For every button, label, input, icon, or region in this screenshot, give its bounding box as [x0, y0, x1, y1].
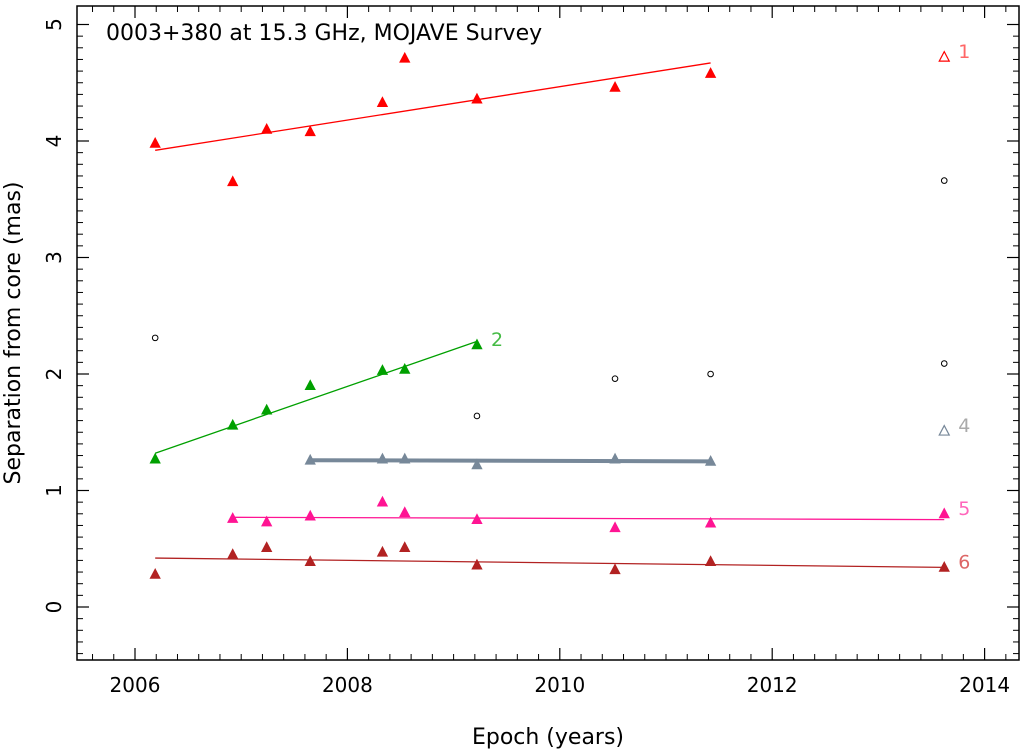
series-2-point — [399, 362, 411, 374]
unassigned-point — [940, 360, 948, 367]
series-5-point — [261, 515, 273, 527]
unassigned-point — [151, 334, 159, 342]
x-tick-label: 2014 — [959, 673, 1010, 697]
series-1-point — [227, 175, 239, 187]
series-6-point — [149, 568, 161, 579]
series-labels: 1 2 4 5 6 — [491, 41, 970, 573]
series-4-point — [704, 455, 717, 466]
fit-line-6 — [155, 557, 945, 569]
series-6-point — [938, 561, 950, 572]
series-1-point — [261, 122, 273, 134]
y-tick-label: 3 — [42, 251, 66, 264]
fit-line-2 — [154, 340, 478, 454]
series-6-point — [399, 541, 411, 552]
series-6-point — [304, 555, 316, 566]
series-5-point — [304, 509, 316, 521]
y-tick-label: 0 — [42, 601, 66, 614]
series-2-point — [261, 403, 273, 415]
series-label-1: 1 — [958, 41, 970, 63]
series-5-point — [471, 513, 483, 525]
series-1-point — [704, 67, 717, 78]
series-label-6: 6 — [958, 551, 970, 573]
series-6-point — [261, 541, 273, 552]
series-1-point — [399, 51, 411, 63]
fit-line-4 — [310, 458, 711, 464]
series-1-point — [471, 92, 483, 104]
series-5-point — [704, 516, 717, 528]
x-axis-title: Epoch (years) — [472, 725, 624, 750]
series-2-point — [376, 364, 389, 375]
fit-line-5 — [232, 516, 945, 521]
y-axis-title: Separation from core (mas) — [1, 182, 26, 485]
series-6-point — [227, 548, 239, 559]
series-4-point — [376, 452, 389, 464]
chart-title: 0003+380 at 15.3 GHz, MOJAVE Survey — [106, 21, 542, 46]
series-5-point — [227, 512, 239, 523]
series-6-point — [471, 558, 483, 570]
series-4-point — [399, 452, 411, 464]
series-2-point — [149, 452, 161, 464]
series-6-point — [376, 545, 389, 557]
data-markers — [149, 50, 951, 579]
unassigned-point — [940, 177, 948, 184]
y-tick-label: 2 — [42, 368, 66, 381]
series-2-point — [471, 338, 483, 350]
series-2-point — [227, 418, 239, 430]
series-label-2: 2 — [491, 329, 503, 351]
series-5-point — [399, 506, 411, 518]
series-6-point — [609, 563, 621, 575]
unassigned-point — [707, 370, 714, 378]
series-1-point — [609, 81, 621, 92]
x-tick-label: 2006 — [110, 673, 161, 697]
series-4-point — [471, 458, 483, 470]
x-tick-label: 2010 — [534, 673, 585, 697]
series-4-point — [609, 452, 621, 464]
series-1-point — [376, 96, 389, 107]
series-4-open-point — [938, 424, 951, 436]
unassigned-point — [611, 375, 619, 382]
unassigned-point — [473, 412, 481, 420]
series-2-point — [304, 379, 316, 391]
fit-line-1 — [155, 62, 711, 151]
fit-lines — [154, 62, 945, 569]
series-1-open-point — [938, 50, 951, 62]
axis-ticks: 2006 2008 2010 2012 2014 0 1 2 3 4 5 — [42, 6, 1019, 697]
series-label-5: 5 — [958, 498, 970, 520]
plot-frame — [76, 5, 1020, 661]
x-tick-label: 2008 — [322, 673, 373, 697]
series-5-point — [938, 507, 950, 519]
x-tick-label: 2012 — [747, 673, 798, 697]
series-6-point — [704, 555, 717, 566]
series-1-point — [149, 136, 161, 148]
y-tick-label: 1 — [42, 484, 66, 497]
y-tick-label: 5 — [42, 18, 66, 31]
y-tick-label: 4 — [42, 135, 66, 148]
series-4-point — [304, 453, 316, 465]
series-label-4: 4 — [958, 415, 970, 437]
series-5-point — [609, 521, 621, 533]
series-1-point — [304, 125, 316, 137]
series-5-point — [376, 495, 389, 507]
